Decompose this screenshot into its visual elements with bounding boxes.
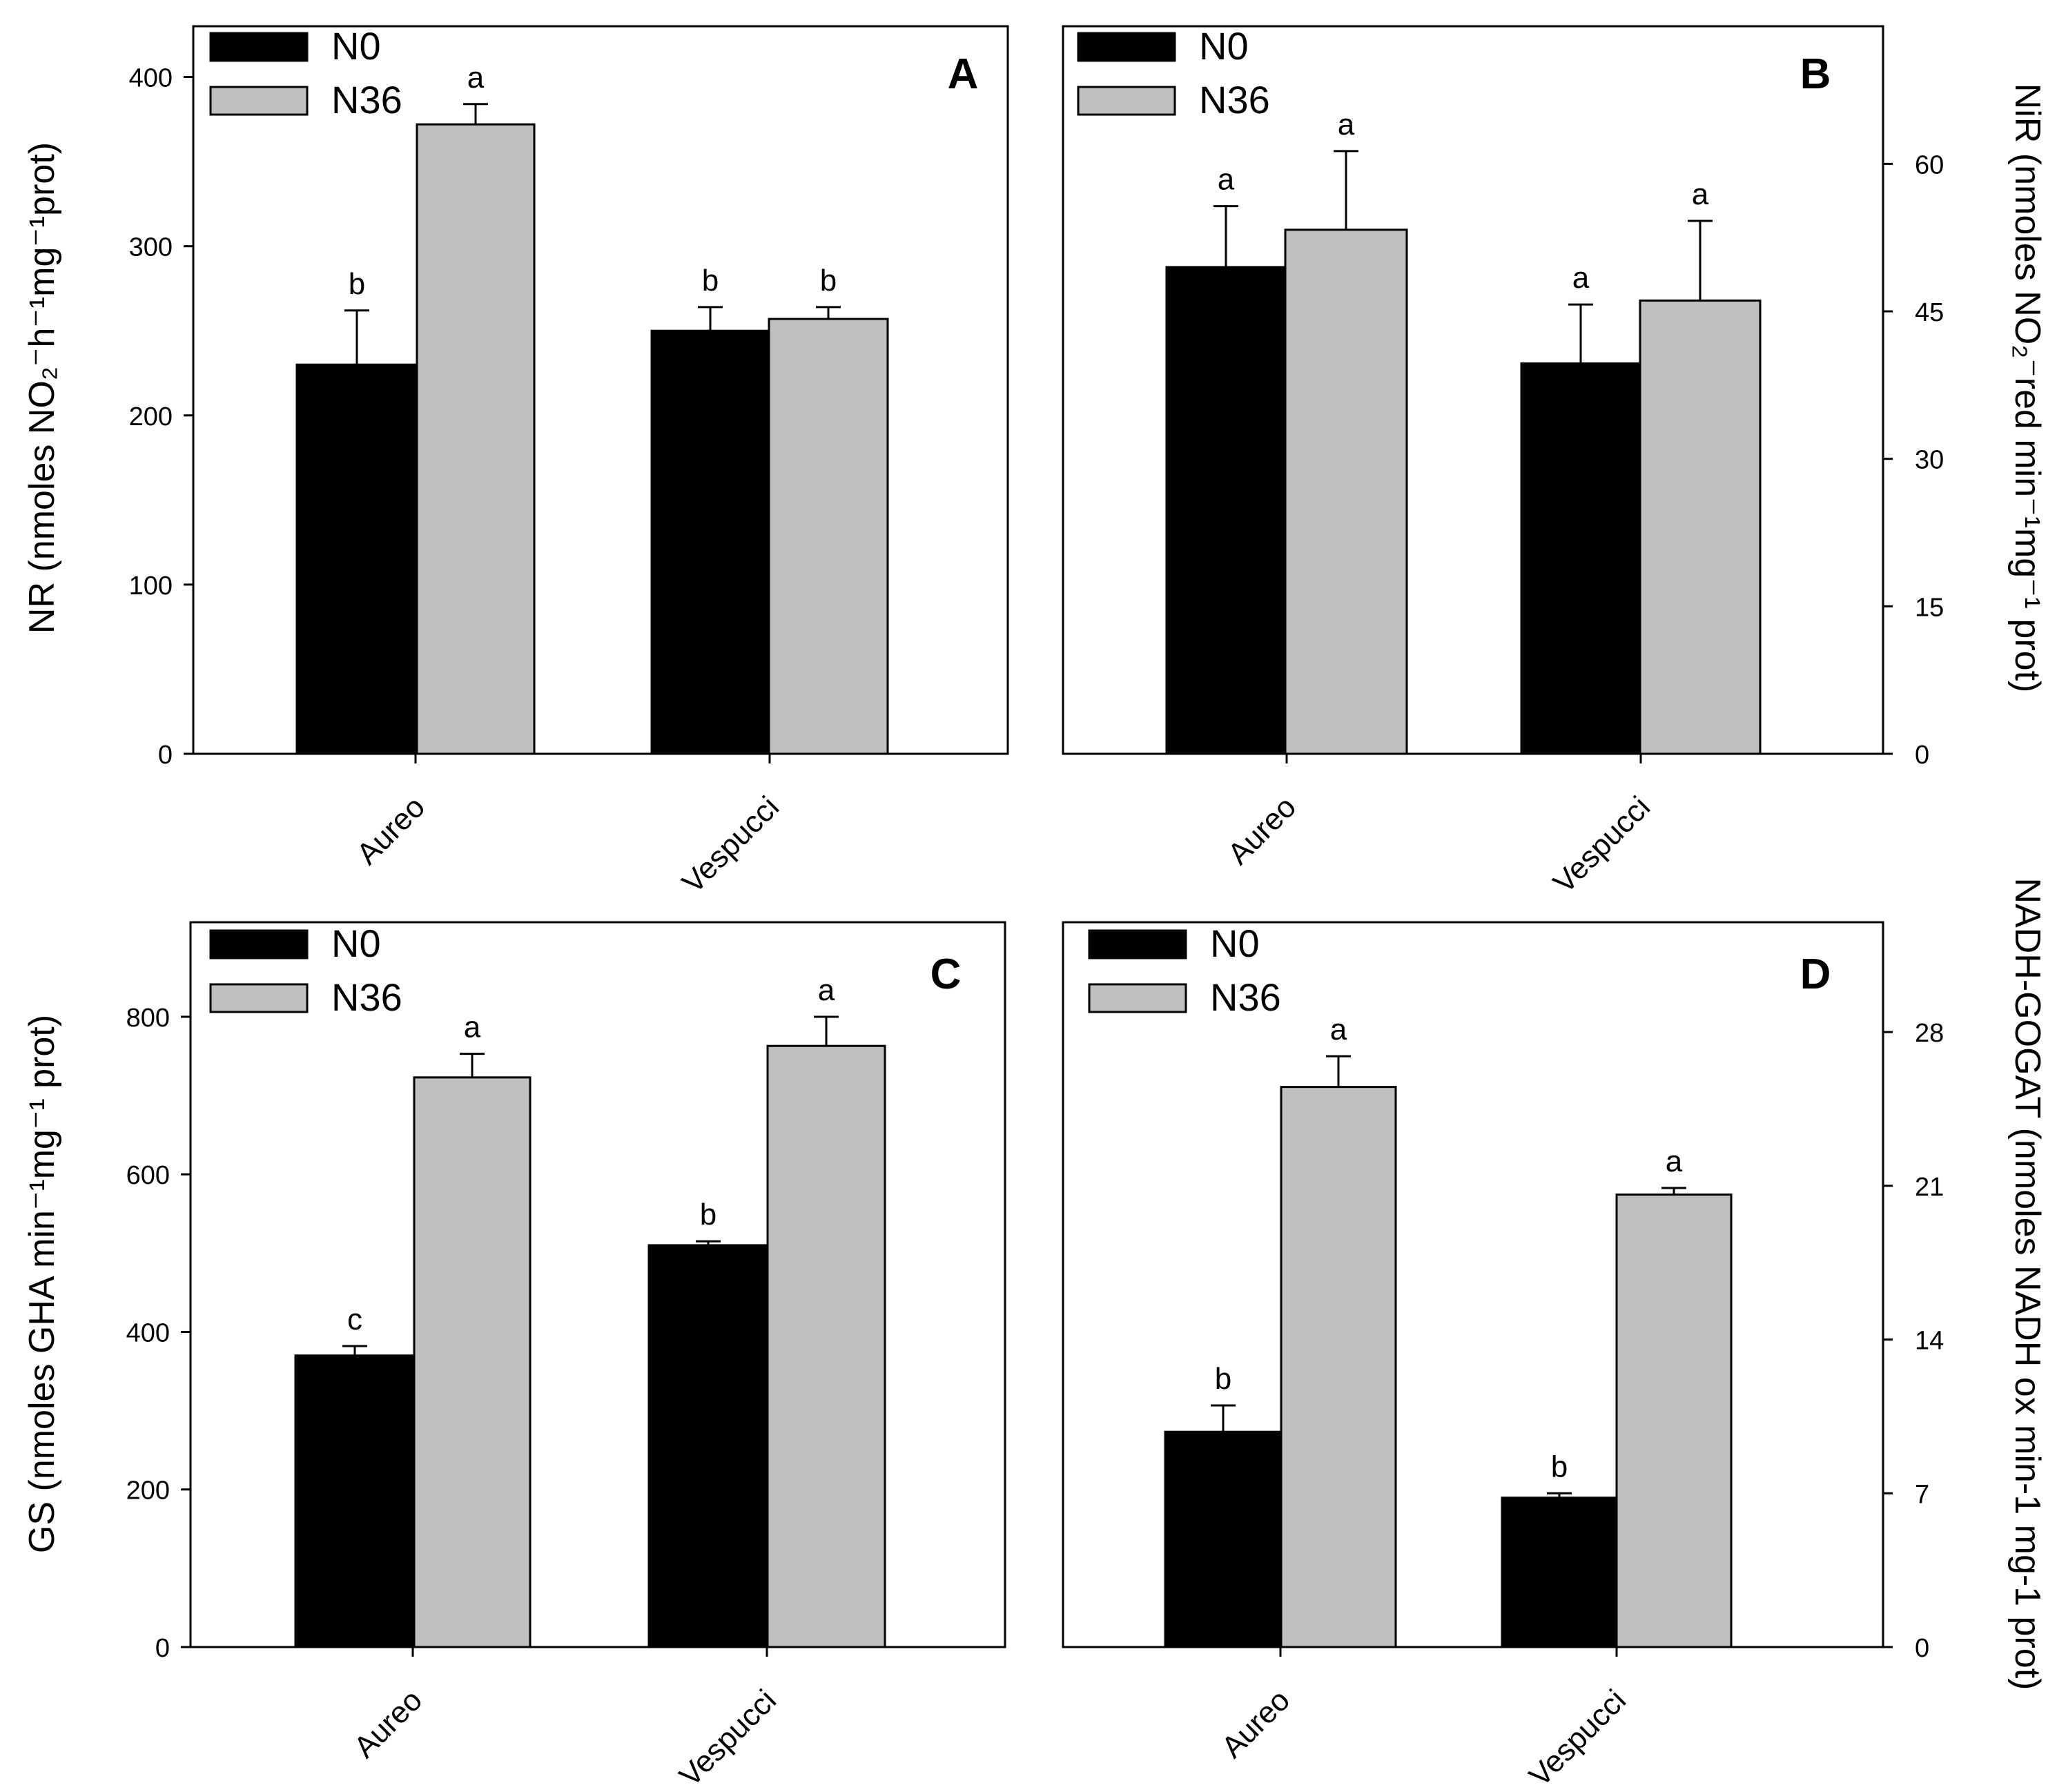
legend-swatch-n0 [209,32,309,62]
category-label: Vespucci [673,1683,783,1792]
significance-letter: b [1215,1362,1231,1396]
legend-swatch-n36 [1077,86,1176,116]
y-tick-label: 7 [1915,1480,1929,1509]
bar-n36-aureo [1280,1086,1397,1648]
legend-label-n0: N0 [1199,24,1249,68]
y-tick-label: 600 [126,1161,170,1190]
significance-letter: a [1572,261,1590,295]
bar-n36-aureo [413,1076,532,1648]
category-label: Vespucci [1547,790,1657,899]
y-tick-label: 100 [129,572,173,601]
legend-label-n0: N0 [1210,922,1260,965]
y-tick-label: 28 [1915,1019,1944,1048]
bar-n36-vespucci [1615,1194,1733,1648]
significance-letter: a [1692,177,1709,211]
y-tick-label: 0 [155,1634,170,1663]
y-tick-label: 800 [126,1004,170,1033]
legend-label-n36: N36 [1210,975,1281,1019]
y-axis-title: NiR (nmoles NO₂⁻red min⁻¹mg⁻¹ prot) [2007,84,2047,693]
plot-frame [1062,921,1884,1648]
significance-letter: b [1551,1450,1568,1483]
bar-n0-vespucci [1501,1497,1618,1648]
y-tick-label: 0 [1915,741,1929,770]
y-tick-label: 0 [1915,1634,1929,1663]
panel-b: 0 15 30 45 60 NiR (nmoles NO₂⁻red min⁻¹mg⁻¹ p… [1062,24,2047,900]
legend-label-n36: N36 [331,975,402,1019]
panel-letter: B [1800,50,1831,98]
bar-n36-vespucci [766,1044,886,1648]
panel-letter: D [1800,951,1831,998]
plot-frame [1062,25,1884,755]
bar-n36-aureo [416,123,536,755]
legend-swatch-n0 [209,929,309,960]
panel-c: 0 200 400 600 800 GS (nmoles GHA min⁻¹mg⁻¹ pr… [22,921,1006,1792]
y-tick-label: 60 [1915,150,1944,179]
category-label: Aureo [1215,1683,1296,1764]
legend-swatch-n36 [209,86,309,116]
panel-d: 0 7 14 21 28 NADH-GOGAT (nmoles NADH ox min-1… [1062,878,2047,1792]
significance-letter: b [700,1198,716,1231]
panel-letter: C [930,951,962,998]
significance-letter: a [818,973,835,1007]
significance-letter: a [1218,163,1235,197]
bar-n0-aureo [295,363,418,755]
panel-a: 0 100 200 300 400 NR (nmoles NO₂⁻h⁻¹mg⁻¹prot)… [22,24,1009,900]
bar-n0-aureo [294,1354,416,1648]
bar-n0-vespucci [647,1244,769,1648]
significance-letter: b [349,267,365,301]
legend-swatch-n36 [1088,983,1187,1013]
legend-label-n36: N36 [1199,78,1270,121]
significance-letter: c [347,1303,362,1336]
significance-letter: b [702,264,719,298]
y-tick-label: 400 [129,64,173,93]
significance-letter: a [1666,1145,1683,1178]
y-axis-title: NR (nmoles NO₂⁻h⁻¹mg⁻¹prot) [22,142,62,634]
bar-n36-aureo [1284,228,1408,755]
bar-n36-vespucci [1639,299,1762,755]
category-label: Aureo [350,790,431,871]
y-axis-title: NADH-GOGAT (nmoles NADH ox min-1 mg-1 pr… [2007,878,2047,1691]
legend-swatch-n36 [209,983,309,1013]
legend-swatch-n0 [1088,929,1187,960]
significance-letter: a [1338,108,1355,142]
y-axis-title: GS (nmoles GHA min⁻¹mg⁻¹ prot) [22,1015,62,1553]
significance-letter: b [820,264,837,298]
bar-n0-aureo [1165,266,1287,755]
y-tick-label: 14 [1915,1327,1944,1356]
y-tick-label: 45 [1915,298,1944,327]
y-tick-label: 0 [158,741,173,770]
bar-n0-aureo [1164,1430,1283,1648]
bar-n0-vespucci [1520,362,1641,755]
legend-label-n0: N0 [331,24,381,68]
category-label: Vespucci [676,790,786,899]
bar-n36-vespucci [768,318,889,755]
plot-frame [192,25,1009,755]
legend-label-n36: N36 [331,78,402,121]
significance-letter: a [1330,1013,1347,1046]
y-tick-label: 400 [126,1318,170,1347]
category-label: Aureo [347,1683,429,1764]
y-tick-label: 300 [129,233,173,262]
bar-n0-vespucci [650,329,770,755]
y-tick-label: 21 [1915,1173,1944,1202]
y-tick-label: 30 [1915,446,1944,475]
legend-swatch-n0 [1077,32,1176,62]
legend-label-n0: N0 [331,922,381,965]
y-tick-label: 15 [1915,593,1944,622]
plot-frame [189,921,1006,1648]
category-label: Vespucci [1523,1683,1632,1792]
y-tick-label: 200 [126,1477,170,1506]
category-label: Aureo [1221,790,1303,871]
y-tick-label: 200 [129,402,173,431]
significance-letter: a [467,61,485,95]
panel-letter: A [948,50,979,98]
significance-letter: a [464,1011,481,1044]
